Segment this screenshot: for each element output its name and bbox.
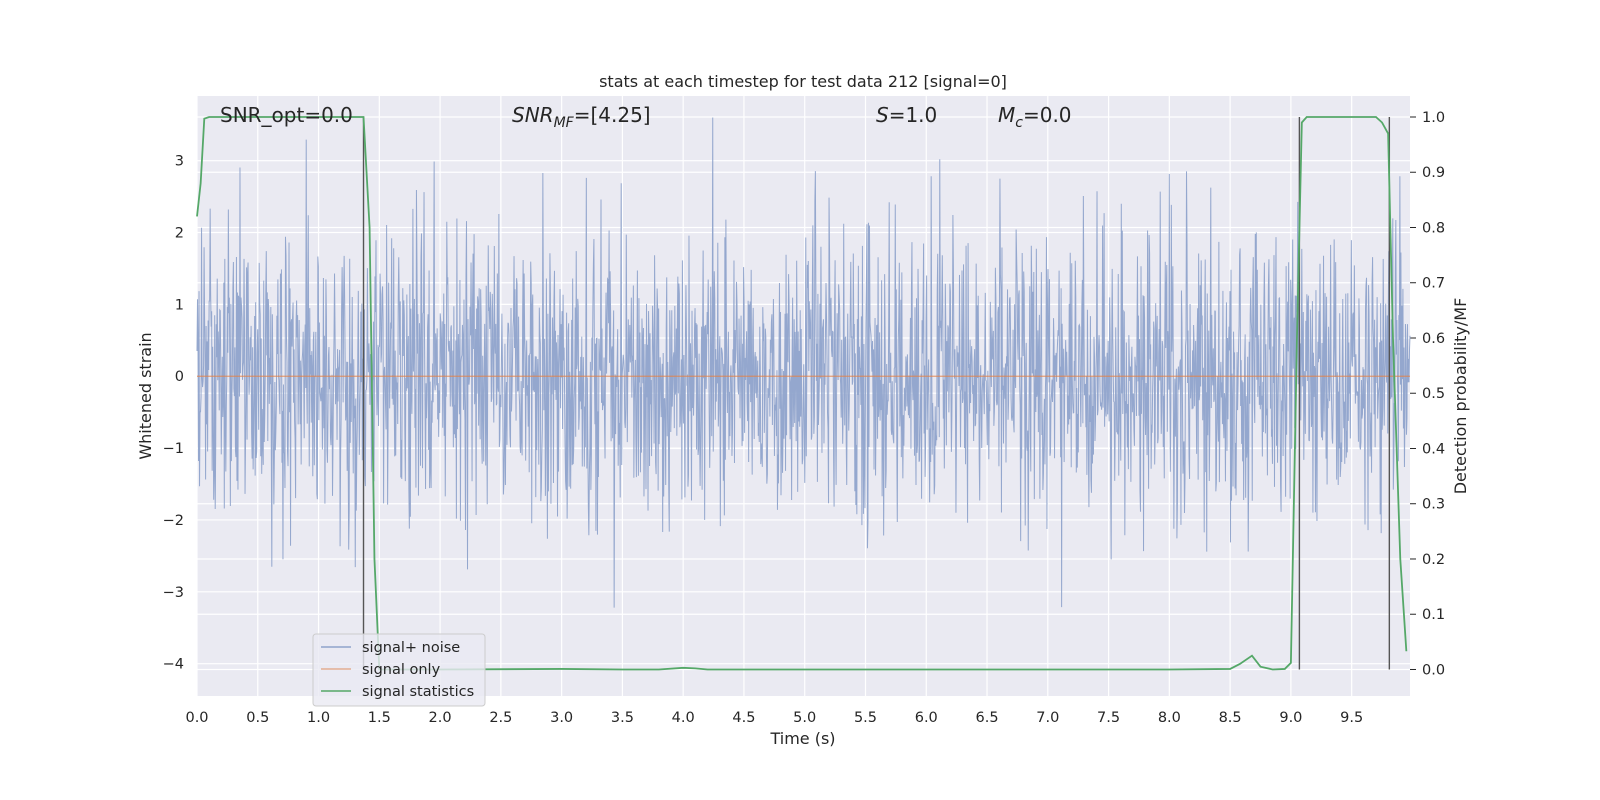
x-grid [196,96,1353,696]
y2-tick-label: 0.8 [1422,220,1445,236]
legend: signal+ noise signal only signal statist… [312,633,486,707]
legend-label-signal-statistics: signal statistics [362,684,474,700]
x-tick-label: 8.5 [1219,710,1242,726]
signal-noise-line [196,117,1411,608]
y2-tick-label: 0.5 [1422,386,1445,402]
legend-label-signal-only: signal only [362,662,441,678]
x-tick-label: 4.0 [672,710,695,726]
s-annotation: S=1.0 [876,103,937,127]
y2-tick-label: 0.9 [1422,165,1445,181]
y-tick-label: 1 [175,297,184,313]
x-tick-label: 8.0 [1158,710,1181,726]
x-tick-label: 9.5 [1340,710,1363,726]
snr-opt-annotation: SNR_opt=0.0 [220,103,353,127]
y-tick-label: 0 [175,369,184,385]
x-tick-label: 3.5 [611,710,634,726]
x-tick-label: 1.0 [307,710,330,726]
x-tick-label: 0.0 [185,710,208,726]
y-tick-label: 2 [175,226,184,242]
signal-statistics-series [196,116,1408,671]
x-tick-label: 2.0 [429,710,452,726]
x-tick-label: 6.5 [975,710,998,726]
y-tick-labels: 3 2 1 0 −1 −2 −3 −4 [163,154,184,673]
y2-axis-label: Detection probability/MF [1451,298,1470,495]
x-tick-label: 2.5 [489,710,512,726]
x-tick-label: 7.5 [1097,710,1120,726]
x-tick-label: 5.5 [854,710,877,726]
y2-tick-label: 0.1 [1422,607,1445,623]
x-tick-labels: 0.0 0.5 1.0 1.5 2.0 2.5 3.0 3.5 4.0 4.5 5.0 5.5 6.0 6… [185,710,1363,726]
mc-annotation: Mc=0.0 [998,103,1072,131]
signal-statistics-line [196,116,1408,671]
y-axis-label: Whitened strain [136,332,155,459]
y-tick-label: 3 [175,154,184,170]
x-axis-label: Time (s) [769,729,835,748]
x-tick-label: 3.0 [550,710,573,726]
y-tick-label: −2 [163,513,184,529]
y2-tick-label: 0.6 [1422,331,1445,347]
y2-tick-labels: 1.0 0.9 0.8 0.7 0.6 0.5 0.4 0.3 0.2 0.1 0.0 [1422,110,1445,678]
x-tick-label: 7.0 [1036,710,1059,726]
snr-mf-annotation: SNRMF=[4.25] [512,103,651,131]
x-tick-label: 5.0 [793,710,816,726]
legend-box [312,633,486,707]
signal-noise-series [196,117,1411,608]
chart-title: stats at each timestep for test data 212… [599,72,1007,91]
x-tick-label: 6.0 [915,710,938,726]
y2-tick-label: 0.2 [1422,552,1445,568]
legend-label-signal-noise: signal+ noise [362,640,460,656]
y2-tick-label: 0.3 [1422,497,1445,513]
y2-tick-label: 0.0 [1422,662,1445,678]
x-tick-label: 9.0 [1279,710,1302,726]
y-tick-label: −3 [163,585,184,601]
x-tick-label: 4.5 [732,710,755,726]
y-tick-label: −4 [163,657,184,673]
y2-tick-label: 1.0 [1422,110,1445,126]
y-tick-label: −1 [163,441,184,457]
x-tick-label: 0.5 [246,710,269,726]
x-tick-label: 1.5 [368,710,391,726]
y2-tick-label: 0.4 [1422,441,1445,457]
y2-tick-label: 0.7 [1422,276,1445,292]
